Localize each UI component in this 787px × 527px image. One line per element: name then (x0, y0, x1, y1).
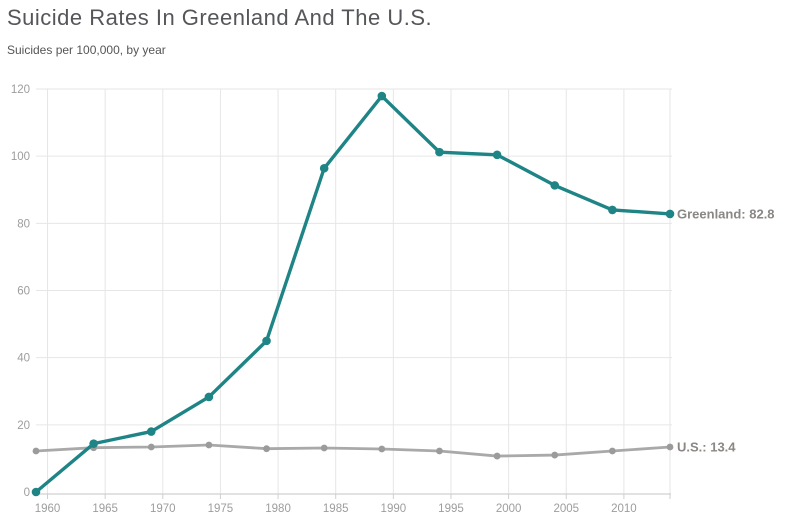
us-data-point[interactable] (263, 445, 270, 453)
y-axis-tick-label: 120 (11, 84, 30, 96)
greenland-data-point[interactable] (665, 209, 675, 219)
greenland-data-point[interactable] (204, 392, 214, 402)
greenland-data-point[interactable] (608, 205, 617, 215)
us-line (34, 443, 672, 458)
y-axis-tick-label: 20 (17, 420, 30, 432)
x-axis-tick-label: 1960 (35, 503, 61, 515)
us-data-point[interactable] (608, 447, 616, 455)
x-axis-tick-label: 1970 (150, 503, 176, 515)
chart-subtitle: Suicides per 100,000, by year (7, 43, 166, 57)
greenland-data-point[interactable] (550, 181, 560, 190)
y-axis-tick-label: 80 (17, 218, 30, 230)
x-axis-tick-label: 1975 (208, 503, 234, 515)
greenland-data-point[interactable] (262, 336, 271, 346)
x-axis-tick-label: 2005 (553, 503, 579, 515)
greenland-data-point[interactable] (31, 487, 41, 497)
us-data-point[interactable] (551, 451, 559, 459)
greenland-data-point[interactable] (319, 163, 329, 173)
y-axis-tick-label: 0 (24, 487, 30, 499)
y-axis-tick-label: 100 (11, 151, 30, 163)
greenland-line (34, 94, 672, 494)
us-data-point[interactable] (205, 441, 213, 449)
greenland-data-point[interactable] (377, 91, 387, 101)
chart-title: Suicide Rates In Greenland And The U.S. (7, 5, 433, 30)
x-axis-tick-label: 2000 (496, 503, 522, 515)
x-axis-tick-label: 1980 (265, 503, 291, 515)
greenland-end-label: Greenland: 82.8 (677, 206, 775, 221)
greenland-data-point[interactable] (89, 439, 98, 448)
us-data-point[interactable] (32, 447, 40, 455)
greenland-data-point[interactable] (435, 147, 444, 157)
us-data-point[interactable] (378, 445, 386, 453)
x-axis-tick-label: 1985 (323, 503, 349, 515)
us-end-label: U.S.: 13.4 (677, 439, 736, 454)
y-axis-tick-label: 40 (17, 353, 30, 365)
us-data-point[interactable] (147, 443, 155, 451)
us-data-point[interactable] (436, 447, 443, 455)
greenland-data-point[interactable] (492, 150, 502, 160)
us-data-point[interactable] (666, 443, 674, 451)
x-axis-tick-label: 1965 (92, 503, 118, 515)
us-data-point[interactable] (320, 444, 328, 452)
x-axis-tick-label: 2010 (611, 503, 637, 515)
y-axis-tick-label: 60 (17, 286, 30, 298)
us-data-point[interactable] (493, 452, 501, 460)
x-axis-tick-label: 1990 (381, 503, 407, 515)
greenland-data-point[interactable] (146, 427, 156, 436)
x-axis-tick-label: 1995 (438, 503, 464, 515)
